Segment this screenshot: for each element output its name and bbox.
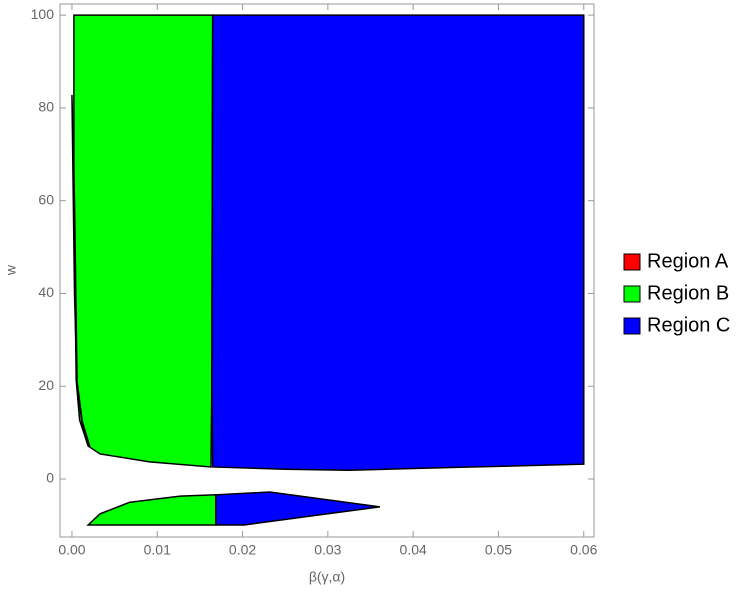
legend-label: Region A xyxy=(647,250,729,272)
legend-swatch xyxy=(623,285,641,303)
x-tick-label: 0.06 xyxy=(570,542,597,558)
region xyxy=(73,14,217,526)
plot-frame xyxy=(59,3,595,538)
legend-label: Region C xyxy=(647,314,730,336)
x-tick-label: 0.01 xyxy=(144,542,171,558)
y-tick-label: 0 xyxy=(46,470,54,486)
x-axis-label: β(γ,α) xyxy=(309,569,345,585)
legend-swatch xyxy=(623,253,641,271)
legend-label: Region B xyxy=(647,282,729,304)
y-tick-label: 80 xyxy=(38,99,54,115)
x-tick-label: 0.05 xyxy=(485,542,512,558)
x-tick-label: 0.04 xyxy=(400,542,427,558)
y-tick-label: 60 xyxy=(38,191,54,207)
y-tick-label: 100 xyxy=(31,6,55,22)
y-tick-label: 20 xyxy=(38,377,54,393)
x-tick-label: 0.02 xyxy=(229,542,256,558)
y-tick-label: 40 xyxy=(38,284,54,300)
plot-area xyxy=(71,14,585,526)
x-tick-label: 0.03 xyxy=(314,542,341,558)
legend-swatch xyxy=(623,317,641,335)
x-tick-label: 0.00 xyxy=(58,542,85,558)
region xyxy=(211,14,585,526)
y-axis-label: w xyxy=(3,264,19,276)
region xyxy=(71,94,91,448)
